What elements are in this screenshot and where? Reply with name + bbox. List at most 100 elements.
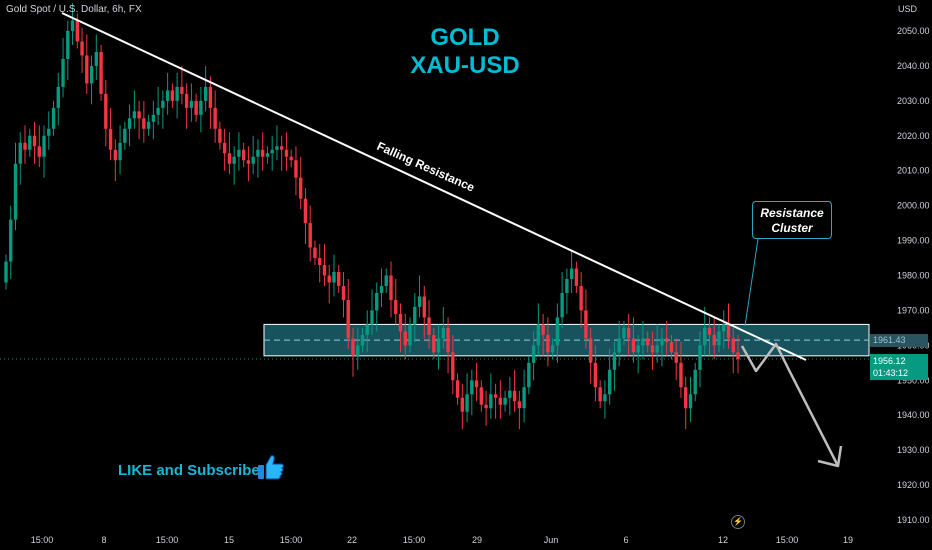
candle-body <box>460 397 465 412</box>
candle-body <box>356 345 360 356</box>
candle-body <box>99 51 103 94</box>
candle-body <box>70 20 75 31</box>
x-tick-label: 8 <box>101 535 106 545</box>
candle-body <box>284 149 289 157</box>
candle-body <box>731 338 735 353</box>
candle-body <box>194 100 198 115</box>
candle-body <box>389 275 393 300</box>
candle-body <box>146 121 151 129</box>
y-tick-label: 2010.00 <box>897 166 930 176</box>
candle-body <box>85 55 89 84</box>
candle-body <box>132 111 137 119</box>
candle-body <box>636 345 640 353</box>
candle-body <box>498 397 503 405</box>
candle-body <box>527 362 531 388</box>
callout-line <box>744 238 759 327</box>
candle-body <box>318 258 322 266</box>
y-tick-label: 2020.00 <box>897 131 930 141</box>
candle-body <box>61 58 65 87</box>
candle-body <box>650 345 655 353</box>
candle-body <box>94 51 99 66</box>
candle-body <box>536 324 541 346</box>
candle-body <box>707 327 712 335</box>
candle-body <box>712 334 716 346</box>
candle-body <box>246 160 251 164</box>
y-tick-label: 2050.00 <box>897 26 930 36</box>
candle-body <box>303 198 308 224</box>
candle-body <box>512 390 517 402</box>
candles <box>4 3 740 430</box>
candle-body <box>56 86 60 108</box>
candle-body <box>398 313 403 332</box>
candle-body <box>550 345 555 353</box>
bar-countdown: 01:43:12 <box>873 368 909 378</box>
candle-body <box>289 156 293 161</box>
candle-body <box>175 86 179 101</box>
candle-body <box>127 118 132 129</box>
candle-body <box>679 362 683 388</box>
candle-body <box>441 327 445 339</box>
candle-body <box>470 380 474 395</box>
candle-body <box>113 149 118 161</box>
candle-body <box>394 299 398 314</box>
candle-body <box>665 338 669 342</box>
x-tick-label: 22 <box>347 535 357 545</box>
candle-body <box>9 219 13 262</box>
candle-body <box>251 156 255 164</box>
candle-body <box>151 114 156 122</box>
candle-body <box>308 223 312 248</box>
lightning-icon[interactable]: ⚡ <box>731 515 745 529</box>
candle-body <box>546 334 550 353</box>
candle-body <box>260 149 265 157</box>
candle-body <box>641 338 645 346</box>
candle-body <box>180 86 184 94</box>
candle-body <box>660 338 664 346</box>
candle-body <box>479 387 484 405</box>
candle-body <box>89 65 94 84</box>
candle-body <box>156 107 160 115</box>
time-axis[interactable]: 15:00 8 15:00 15 15:00 22 15:00 29 Jun 6 12 15:00 19 <box>31 535 853 545</box>
candle-body <box>417 296 422 307</box>
candle-body <box>493 394 498 398</box>
price-axis[interactable]: 1910.001920.001930.001940.001950.001960.… <box>897 26 930 525</box>
y-tick-label: 2030.00 <box>897 96 930 106</box>
candle-body <box>123 128 127 143</box>
candle-body <box>531 345 536 363</box>
candle-body <box>66 31 70 59</box>
candle-body <box>489 394 493 409</box>
candle-body <box>313 247 317 259</box>
candle-body <box>722 324 726 332</box>
candle-body <box>80 41 84 56</box>
candle-body <box>446 327 450 353</box>
candle-body <box>256 149 260 157</box>
candle-body <box>189 100 194 108</box>
candle-body <box>203 86 208 101</box>
candle-body <box>684 387 688 409</box>
x-tick-label: 15:00 <box>403 535 426 545</box>
candle-body <box>455 380 460 398</box>
candle-body <box>726 324 731 339</box>
candle-body <box>232 156 236 164</box>
resistance-cluster-callout: Resistance Cluster <box>752 201 832 239</box>
candle-body <box>351 338 355 356</box>
title-line-2: XAU-USD <box>410 52 520 79</box>
candle-body <box>222 142 227 154</box>
x-tick-label: Jun <box>544 535 559 545</box>
candle-body <box>184 93 189 108</box>
x-tick-label: 29 <box>472 535 482 545</box>
candle-body <box>265 153 270 157</box>
candle-body <box>541 324 545 335</box>
candle-body <box>23 142 27 150</box>
candle-body <box>703 327 707 346</box>
thumbs-up-icon <box>258 455 284 480</box>
candle-body <box>346 299 350 339</box>
y-tick-label: 1910.00 <box>897 515 930 525</box>
candle-body <box>584 310 588 339</box>
candle-body <box>503 397 507 405</box>
candle-body <box>598 387 602 402</box>
candle-body <box>560 292 564 318</box>
candle-body <box>237 149 241 157</box>
candle-body <box>142 118 146 129</box>
candle-body <box>626 327 631 339</box>
